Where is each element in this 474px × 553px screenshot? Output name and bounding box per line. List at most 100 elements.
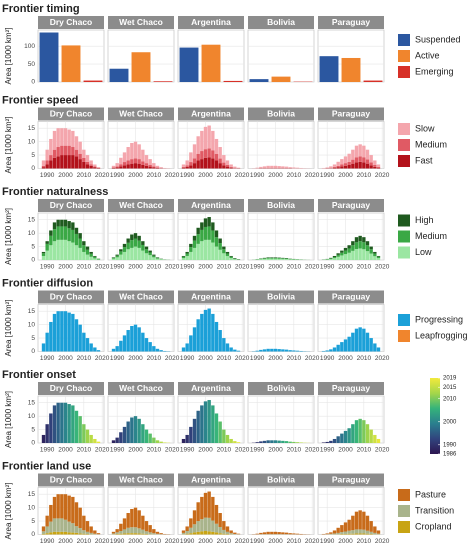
- bar-segment: [229, 255, 233, 257]
- bar-segment: [56, 156, 60, 169]
- bar-segment: [362, 511, 366, 530]
- x-tick-label: 1990: [320, 172, 335, 179]
- bar-segment: [203, 218, 208, 227]
- bar: [236, 442, 241, 443]
- bar-segment: [141, 149, 145, 162]
- bar-segment: [45, 533, 49, 535]
- strip-label: Bolivia: [267, 17, 295, 27]
- bar: [189, 426, 193, 443]
- x-tick-label: 2000: [198, 447, 213, 454]
- bar-segment: [340, 255, 344, 260]
- bar: [373, 434, 377, 443]
- bar-segment: [192, 240, 197, 248]
- x-tick-label: 1990: [110, 538, 125, 545]
- bar-segment: [270, 165, 274, 168]
- bar-segment: [273, 348, 278, 352]
- bar-segment: [96, 258, 101, 260]
- bar-segment: [115, 529, 119, 533]
- x-tick-label: 2020: [235, 355, 250, 362]
- bar: [270, 440, 274, 443]
- bar-segment: [152, 257, 156, 260]
- legend-swatch: [398, 505, 410, 517]
- strip: [38, 199, 104, 212]
- legend-swatch: [398, 314, 410, 326]
- bar: [336, 436, 340, 443]
- bar-segment: [144, 531, 149, 534]
- bar-segment: [365, 159, 370, 164]
- y-axis-label: Area [1000 km²]: [4, 208, 13, 265]
- bar-segment: [332, 167, 337, 169]
- bar-segment: [347, 248, 351, 253]
- bar-segment: [67, 312, 71, 352]
- bar-segment: [144, 338, 149, 352]
- strip: [248, 16, 314, 29]
- x-tick-label: 2010: [77, 355, 92, 362]
- bar-segment: [137, 533, 141, 535]
- bar-segment: [336, 532, 340, 535]
- bar-segment: [96, 167, 101, 168]
- bar-segment: [277, 349, 281, 352]
- bar-segment: [358, 248, 362, 260]
- bar-segment: [196, 243, 200, 260]
- x-tick-label: 2010: [357, 538, 372, 545]
- bar-segment: [225, 165, 230, 167]
- bar-segment: [78, 324, 82, 352]
- plot-area: [107, 212, 175, 261]
- bar-segment: [295, 167, 300, 169]
- bar: [192, 418, 197, 443]
- bar-segment: [155, 167, 160, 168]
- x-tick-label: 2010: [287, 264, 302, 271]
- bar-segment: [214, 237, 219, 247]
- x-tick-label: 2020: [305, 447, 320, 454]
- bar-segment: [185, 251, 189, 254]
- bar: [130, 417, 134, 443]
- bar-segment: [126, 533, 130, 535]
- bar-segment: [52, 130, 57, 150]
- bar-segment: [218, 158, 222, 164]
- bar: [163, 442, 167, 443]
- bar: [218, 421, 222, 443]
- y-tick-label: 0: [31, 165, 35, 172]
- bar-segment: [207, 531, 211, 535]
- bar-segment: [41, 165, 46, 168]
- bar-segment: [259, 259, 263, 260]
- bar-segment: [144, 521, 149, 532]
- bar-segment: [329, 257, 333, 259]
- y-tick-label: 15: [28, 125, 36, 132]
- bar-segment: [85, 249, 90, 255]
- bar-segment: [115, 257, 119, 260]
- bar-segment: [52, 531, 57, 535]
- bar-segment: [336, 344, 340, 352]
- bar-segment: [49, 235, 53, 246]
- bar-segment: [207, 217, 211, 227]
- y-tick-label: 0: [31, 348, 35, 355]
- bar-segment: [78, 533, 82, 535]
- bar-segment: [52, 149, 57, 158]
- bar-segment: [354, 328, 359, 352]
- bar-segment: [347, 336, 351, 352]
- bar-segment: [292, 350, 296, 352]
- bar-segment: [222, 246, 226, 250]
- bar-segment: [343, 531, 348, 534]
- bar-segment: [63, 145, 68, 156]
- plot-area: [247, 29, 315, 83]
- x-tick-label: 2010: [147, 264, 162, 271]
- bar-segment: [122, 251, 127, 260]
- bar-segment: [340, 159, 344, 165]
- bar-segment: [225, 255, 230, 260]
- y-tick-label: 10: [28, 413, 36, 420]
- bar-segment: [89, 343, 93, 352]
- strip-label: Argentina: [191, 108, 231, 118]
- plot-area: [107, 395, 175, 444]
- bar-segment: [321, 350, 326, 352]
- bar-segment: [369, 162, 373, 166]
- bar-segment: [284, 166, 289, 168]
- bar-segment: [126, 330, 130, 352]
- bar-segment: [270, 531, 274, 535]
- bar: [96, 441, 101, 443]
- strip: [318, 107, 384, 121]
- bar-segment: [85, 161, 90, 165]
- bar-segment: [192, 163, 197, 169]
- plot-area: [107, 304, 175, 352]
- strip: [248, 107, 314, 121]
